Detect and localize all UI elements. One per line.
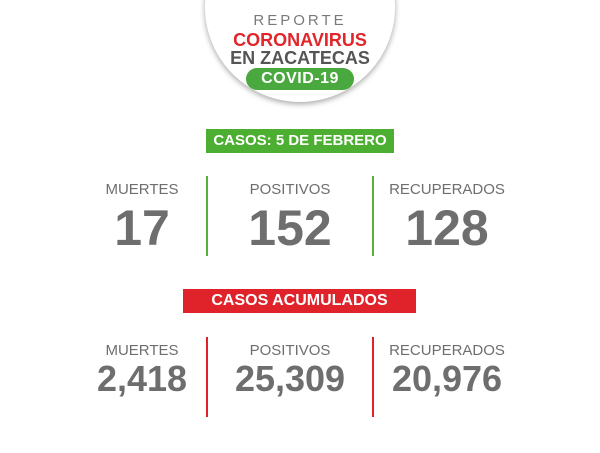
daily-banner: CASOS: 5 DE FEBRERO bbox=[206, 129, 394, 153]
acc-deaths-label: MUERTES bbox=[105, 342, 179, 359]
accumulated-banner: CASOS ACUMULADOS bbox=[183, 289, 416, 313]
acc-divider-2 bbox=[372, 337, 374, 417]
daily-positives-label: POSITIVOS bbox=[249, 181, 331, 198]
acc-positives-value: 25,309 bbox=[234, 358, 346, 399]
daily-divider-2 bbox=[372, 176, 374, 256]
daily-divider-1 bbox=[206, 176, 208, 256]
covid-pill: COVID-19 bbox=[246, 68, 354, 90]
acc-positives-label: POSITIVOS bbox=[249, 342, 331, 359]
daily-positives-value: 152 bbox=[248, 200, 332, 256]
title-line-1: CORONAVIRUS bbox=[233, 30, 367, 50]
report-word: REPORTE bbox=[253, 12, 347, 29]
acc-deaths-value: 2,418 bbox=[96, 358, 188, 399]
acc-recovered-label: RECUPERADOS bbox=[389, 342, 505, 359]
daily-recovered-value: 128 bbox=[405, 200, 489, 256]
acc-divider-1 bbox=[206, 337, 208, 417]
daily-deaths-label: MUERTES bbox=[105, 181, 179, 198]
daily-deaths-value: 17 bbox=[114, 200, 170, 256]
daily-recovered-label: RECUPERADOS bbox=[389, 181, 505, 198]
title-line-2: EN ZACATECAS bbox=[230, 48, 370, 68]
acc-recovered-value: 20,976 bbox=[391, 358, 503, 399]
